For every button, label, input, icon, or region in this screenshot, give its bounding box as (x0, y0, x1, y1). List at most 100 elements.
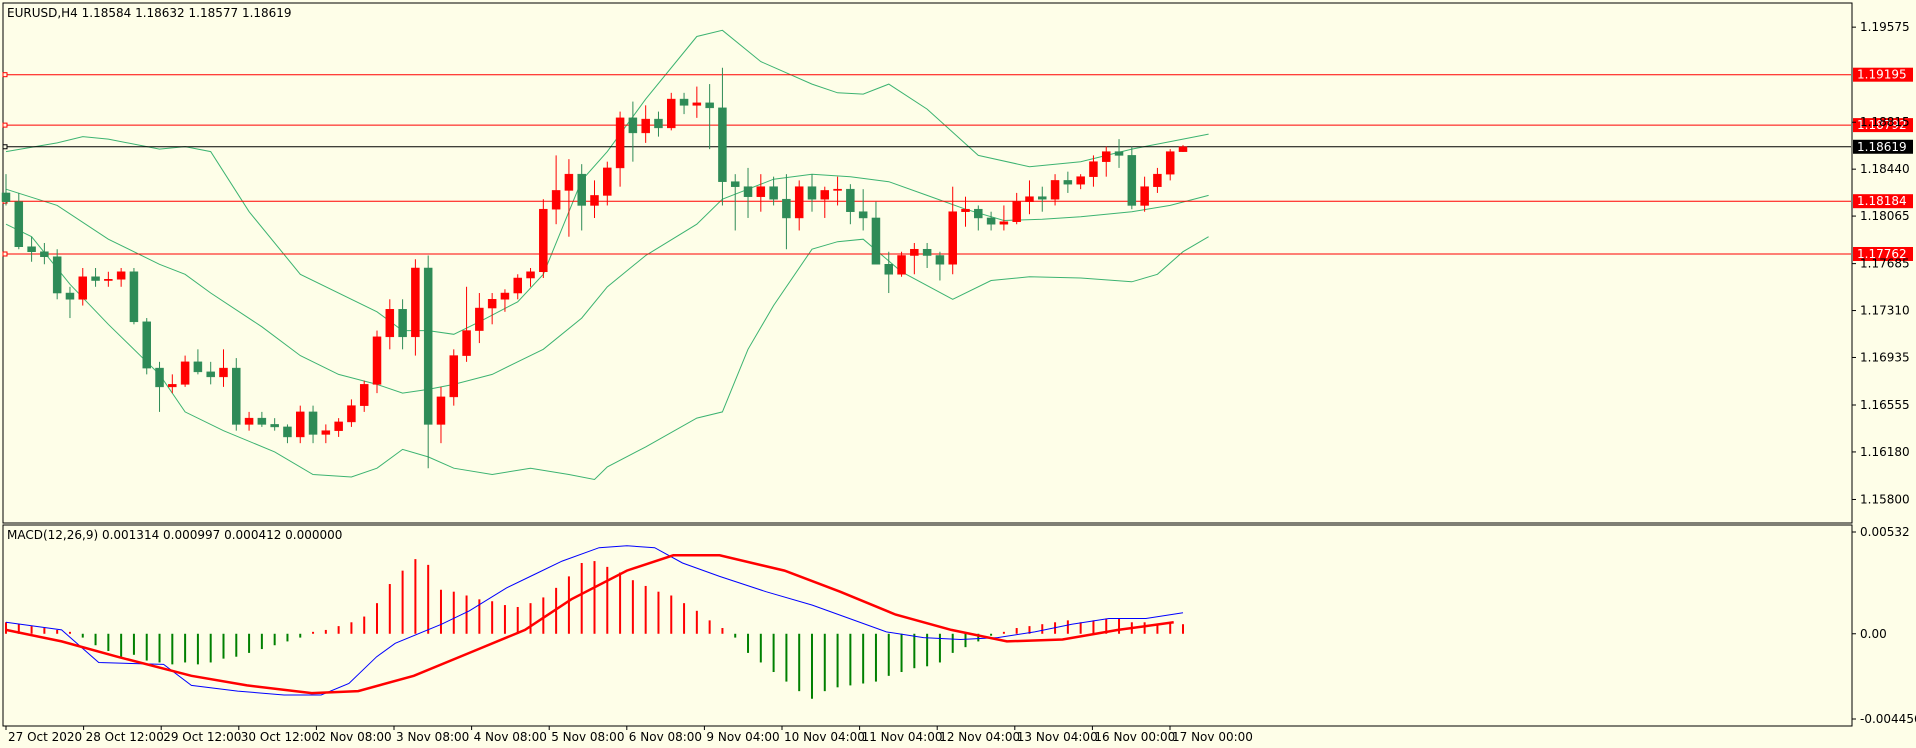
time-label: 27 Oct 2020 (8, 730, 82, 744)
bear-candle (155, 367, 164, 388)
bull-candle (462, 330, 471, 356)
bull-candle (820, 190, 830, 200)
bear-candle (871, 217, 881, 265)
time-label: 6 Nov 08:00 (629, 730, 702, 744)
price-axis: 1.19575 1.18815 1.18440 1.18065 1.17685 1.173… (1852, 20, 1910, 506)
bear-candle (679, 98, 689, 106)
bull-candle (168, 384, 177, 388)
time-label: 30 Oct 12:00 (241, 730, 319, 744)
bear-candle (922, 248, 932, 256)
level-label-box (1853, 118, 1913, 133)
bull-candle (475, 307, 484, 331)
time-label: 12 Nov 04:00 (939, 730, 1020, 744)
bear-candle (1063, 180, 1073, 185)
time-label: 28 Oct 12:00 (86, 730, 164, 744)
bear-candle (27, 246, 36, 252)
bull-candle (1153, 173, 1162, 187)
bear-candle (743, 186, 753, 197)
level-handle (2, 122, 8, 128)
bull-candle (526, 271, 535, 279)
bear-candle (283, 426, 292, 438)
time-label: 11 Nov 04:00 (862, 730, 943, 744)
price-tick-label: 1.18815 (1860, 115, 1910, 129)
horizontal-levels[interactable]: 1.19195 1.18792 1.18619 1.18184 1.17762 (2, 67, 1913, 261)
price-tick-label: 1.18065 (1860, 209, 1910, 223)
bear-candle (65, 292, 75, 300)
bull-candle (1025, 196, 1034, 202)
bear-candle (1, 192, 11, 202)
bear-candle (730, 181, 740, 187)
macd-pane[interactable] (2, 524, 1853, 727)
bear-candle (705, 102, 714, 109)
time-label: 3 Nov 08:00 (396, 730, 469, 744)
bear-candle (52, 256, 62, 294)
price-tick-label: 1.18440 (1860, 162, 1910, 176)
bear-candle (782, 198, 791, 219)
bear-candle (91, 276, 100, 281)
bear-candle (398, 309, 407, 338)
bull-candle (411, 267, 420, 338)
bear-candle (129, 271, 139, 323)
time-label: 17 Nov 00:00 (1172, 730, 1253, 744)
bear-candle (142, 321, 151, 369)
bull-candle (347, 405, 356, 423)
bollinger-lower-band (5, 223, 1209, 481)
bollinger-middle-band (5, 173, 1209, 394)
bull-candle (500, 292, 510, 300)
bull-candle (590, 195, 599, 206)
bear-candle (986, 217, 996, 225)
bear-candle (206, 371, 215, 378)
price-tick-label: 1.15800 (1860, 492, 1910, 506)
level-handle (2, 251, 8, 257)
bull-candle (334, 421, 343, 431)
macd-axis: 0.00532 0.00 -0.004456 (1852, 525, 1916, 726)
bull-candle (372, 336, 382, 385)
bull-candle (78, 276, 88, 300)
level-label: 1.18184 (1857, 194, 1907, 208)
bull-candle (359, 384, 369, 406)
bull-candle (564, 173, 574, 191)
bull-candle (104, 279, 113, 281)
bull-candle (1012, 201, 1021, 222)
bear-candle (858, 211, 868, 219)
bull-candle (641, 118, 650, 134)
bull-candle (244, 417, 254, 425)
bear-candle (935, 255, 945, 265)
bull-candle (1178, 146, 1188, 152)
price-tick-label: 1.16555 (1860, 398, 1910, 412)
time-label: 4 Nov 08:00 (474, 730, 547, 744)
macd-line (5, 545, 1184, 696)
price-tick-label: 1.17685 (1860, 257, 1910, 271)
bear-candle (308, 411, 318, 435)
bear-candle (807, 186, 817, 200)
bull-candle (1140, 186, 1149, 206)
time-label: 9 Nov 04:00 (706, 730, 779, 744)
bear-candle (423, 267, 433, 425)
macd-tick-label: -0.004456 (1860, 712, 1916, 726)
bear-candle (628, 117, 638, 134)
bull-candle (116, 271, 126, 280)
time-label: 2 Nov 08:00 (318, 730, 391, 744)
bull-candle (897, 255, 906, 275)
bull-candle (910, 248, 919, 256)
macd-tick-label: 0.00 (1860, 627, 1887, 641)
bull-candle (513, 277, 522, 294)
bull-candle (1165, 151, 1175, 175)
bull-candle (436, 396, 446, 425)
bull-candle (1076, 176, 1085, 185)
time-label: 16 Nov 00:00 (1094, 730, 1175, 744)
time-axis: 27 Oct 2020 28 Oct 12:00 29 Oct 12:00 30 Oc… (5, 726, 1253, 744)
signal-line (5, 554, 1174, 695)
bull-candle (999, 221, 1009, 225)
macd-lines (5, 545, 1184, 696)
bull-candle (1050, 180, 1060, 200)
bear-candle (846, 188, 855, 212)
price-tick-label: 1.17310 (1860, 304, 1910, 318)
bull-candle (219, 367, 228, 378)
level-label-box (1853, 194, 1913, 209)
bear-candle (974, 208, 983, 219)
price-tick-label: 1.19575 (1860, 20, 1910, 34)
level-label-box (1853, 139, 1913, 154)
bull-candle (385, 309, 395, 338)
